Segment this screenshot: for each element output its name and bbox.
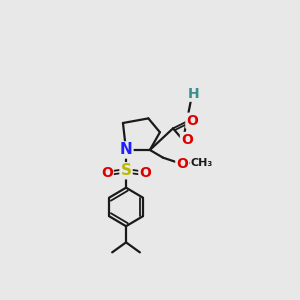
Text: O: O (176, 157, 188, 171)
Text: H: H (188, 87, 200, 101)
Text: CH₃: CH₃ (190, 158, 213, 168)
Text: O: O (101, 166, 113, 180)
Text: O: O (181, 133, 193, 147)
Text: N: N (120, 142, 132, 158)
Text: O: O (186, 114, 198, 128)
Text: S: S (121, 163, 131, 178)
Text: O: O (139, 166, 151, 180)
